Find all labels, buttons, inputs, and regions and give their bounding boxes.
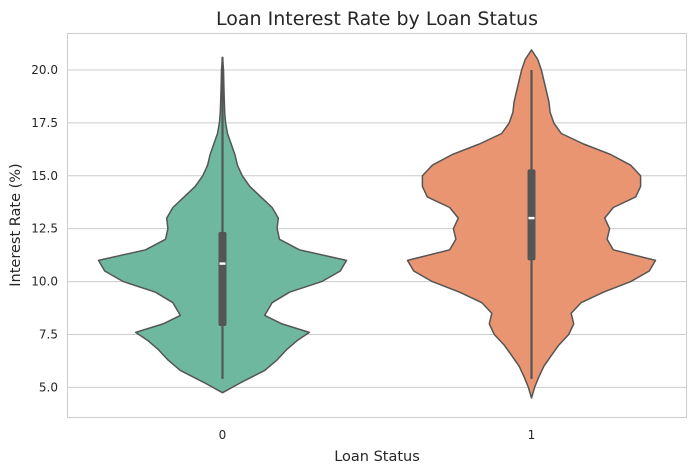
- violin-median-marker: [219, 262, 226, 265]
- x-tick-label: 1: [528, 428, 536, 442]
- x-tick-label: 0: [219, 428, 227, 442]
- y-tick-label: 17.5: [31, 116, 58, 130]
- chart-title: Loan Interest Rate by Loan Status: [216, 8, 538, 30]
- violin-iqr-box: [527, 169, 536, 261]
- y-tick-label: 12.5: [31, 222, 58, 236]
- y-tick-label: 7.5: [39, 327, 58, 341]
- violin-median-marker: [528, 216, 535, 220]
- y-tick-labels: 5.0 7.5 10.0 12.5 15.0 17.5 20.0: [31, 63, 58, 394]
- y-tick-label: 5.0: [39, 380, 58, 394]
- plot-frame: [67, 33, 687, 418]
- y-tick-label: 20.0: [31, 63, 58, 77]
- x-axis-label: Loan Status: [334, 449, 420, 465]
- violins: [97, 49, 657, 399]
- y-axis-label: Interest Rate (%): [8, 163, 24, 286]
- y-tick-label: 10.0: [31, 275, 58, 289]
- y-tick-label: 15.0: [31, 169, 58, 183]
- violin-iqr-box: [218, 231, 227, 327]
